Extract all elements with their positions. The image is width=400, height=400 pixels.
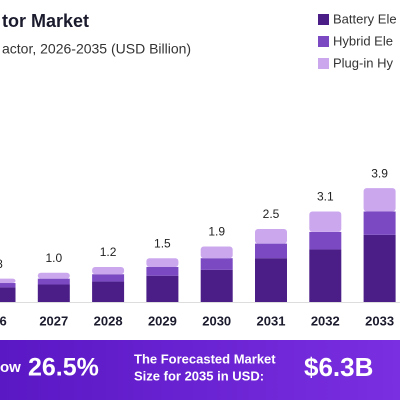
banner-value: $6.3B	[304, 352, 373, 382]
bar-segment	[92, 274, 125, 282]
bar-segment	[309, 231, 342, 250]
bar-segment	[309, 249, 342, 302]
bar-segment	[255, 258, 287, 302]
chart-title: tor Market	[2, 11, 89, 31]
bar-segment	[146, 258, 179, 267]
x-tick-label: 2030	[202, 313, 231, 328]
total-label: 8	[0, 257, 3, 271]
bar-segment	[363, 188, 396, 212]
x-tick-label: 26	[0, 313, 7, 328]
bar-segment	[200, 258, 233, 270]
bar-segment	[255, 229, 287, 244]
banner-left: ow	[0, 359, 21, 376]
banner-text: The Forecasted Market	[134, 351, 276, 366]
bar-segment	[146, 266, 179, 276]
legend-label: Hybrid Ele	[333, 33, 393, 48]
x-tick-label: 2029	[148, 313, 177, 328]
banner-text: Size for 2035 in USD:	[134, 368, 264, 383]
bar-segment	[200, 246, 233, 259]
bar-segment	[37, 284, 70, 302]
bar-segment	[0, 287, 16, 302]
bar-segment	[309, 211, 342, 232]
total-label: 1.0	[45, 251, 62, 265]
x-tick-label: 2027	[39, 313, 68, 328]
total-label: 2.5	[263, 207, 280, 221]
bar-segment	[92, 281, 125, 302]
x-tick-label: 2028	[94, 313, 123, 328]
legend-label: Plug-in Hy	[333, 55, 393, 70]
legend-label: Battery Ele	[333, 11, 397, 26]
bar-segment	[363, 211, 396, 235]
legend-swatch	[318, 36, 329, 47]
x-tick-label: 2031	[257, 313, 286, 328]
bar-segment	[37, 272, 70, 279]
total-label: 1.5	[154, 236, 171, 250]
bar-segment	[92, 266, 125, 275]
bar-segment	[200, 269, 233, 302]
legend-swatch	[318, 14, 329, 25]
bar-segment	[0, 278, 16, 284]
bar-segment	[255, 243, 287, 259]
x-tick-label: 2032	[311, 313, 340, 328]
x-tick-label: 2033	[365, 313, 394, 328]
bar-segment	[363, 234, 396, 302]
banner	[0, 340, 400, 400]
bar-segment	[0, 283, 16, 288]
total-label: 1.2	[100, 245, 117, 259]
chart-subtitle: actor, 2026-2035 (USD Billion)	[2, 41, 191, 57]
legend-swatch	[318, 58, 329, 69]
bar-segment	[37, 278, 70, 285]
total-label: 1.9	[208, 225, 225, 239]
total-label: 3.9	[371, 166, 388, 180]
total-label: 3.1	[317, 190, 334, 204]
bar-segment	[146, 275, 179, 302]
banner-cagr: 26.5%	[28, 354, 99, 382]
